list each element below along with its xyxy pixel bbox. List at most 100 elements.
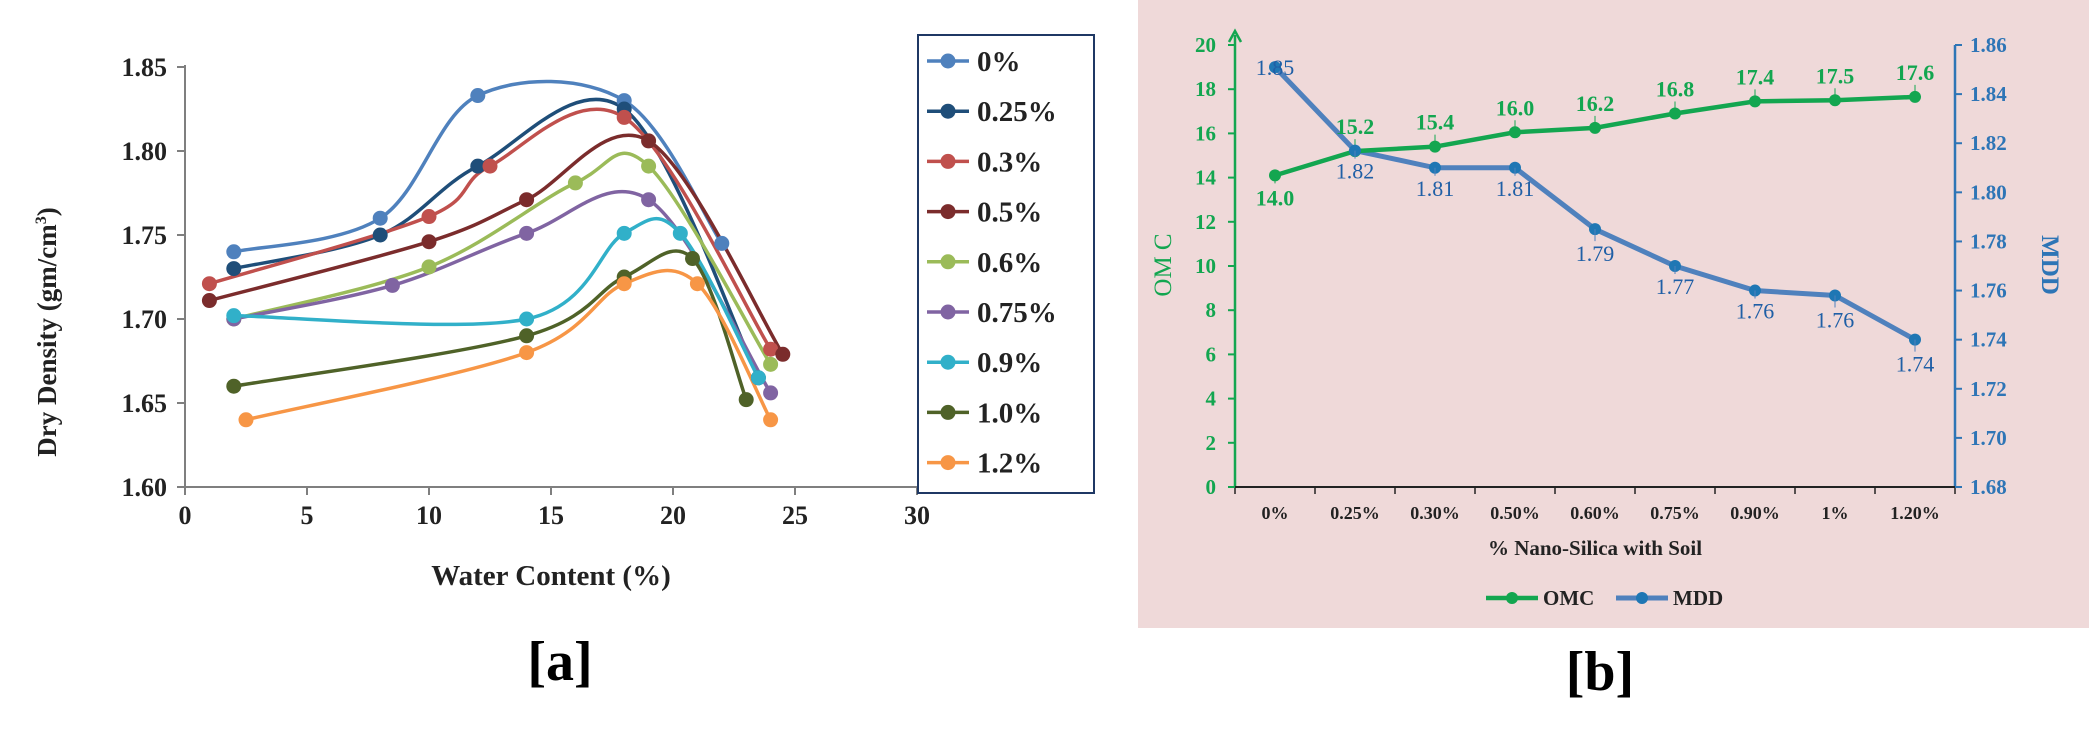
legend-label-a: 0.25% (977, 96, 1057, 128)
data-point-a (763, 412, 779, 428)
panel-b-background (1138, 0, 2089, 628)
data-point-a (372, 210, 388, 226)
x-tick-label-b: 1% (1822, 503, 1849, 523)
omc-data-label: 17.6 (1896, 60, 1935, 85)
legend-label-a: 0.6% (977, 247, 1042, 279)
data-point-a (238, 412, 254, 428)
x-tick-label-b: 0% (1262, 503, 1289, 523)
mdd-data-label: 1.76 (1736, 299, 1775, 324)
data-point-a (226, 378, 242, 394)
omc-data-label: 16.0 (1496, 95, 1535, 120)
data-point-a (672, 225, 688, 241)
legend-marker-a (940, 254, 956, 270)
left-tick-label-b: 16 (1195, 121, 1216, 145)
series-line-a (233, 216, 760, 379)
data-point-a (470, 158, 486, 174)
x-tick-label-b: 0.25% (1330, 503, 1380, 523)
data-point-a (567, 175, 583, 191)
data-point-a (685, 251, 701, 267)
data-point-a (372, 227, 388, 243)
data-point-a (714, 235, 730, 251)
left-tick-label-b: 20 (1195, 33, 1216, 57)
x-tick-label-a: 25 (782, 501, 808, 530)
right-tick-label-b: 1.86 (1970, 33, 2007, 57)
right-tick-label-b: 1.84 (1970, 82, 2007, 106)
data-point-a (482, 158, 498, 174)
mdd-data-label: 1.82 (1336, 159, 1375, 184)
mdd-data-label: 1.74 (1896, 352, 1935, 377)
data-point-a (201, 276, 217, 292)
x-tick-label-b: 1.20% (1890, 503, 1940, 523)
omc-data-label: 15.2 (1336, 114, 1375, 139)
data-point-a (616, 276, 632, 292)
left-tick-label-b: 4 (1206, 387, 1217, 411)
data-point-a (384, 277, 400, 293)
right-tick-label-b: 1.82 (1970, 131, 2007, 155)
legend-label-a: 1.0% (977, 397, 1042, 429)
legend-label-a: 0.5% (977, 197, 1042, 229)
x-tick-label-a: 0 (179, 501, 192, 530)
data-point-a (470, 88, 486, 104)
right-tick-label-b: 1.72 (1970, 377, 2007, 401)
mdd-marker (1269, 61, 1281, 74)
left-tick-label-b: 10 (1195, 254, 1216, 278)
left-tick-label-b: 2 (1206, 431, 1217, 455)
y-tick-label-a: 1.75 (122, 221, 168, 250)
right-tick-label-b: 1.78 (1970, 229, 2007, 253)
panel-a-chart: Dry Density (gm/cm3) Water Content (%) [… (32, 34, 1095, 693)
omc-data-label: 16.2 (1576, 91, 1615, 116)
data-point-a (775, 346, 791, 362)
data-point-a (750, 370, 766, 386)
right-tick-label-b: 1.68 (1970, 475, 2007, 499)
left-tick-label-b: 6 (1206, 342, 1217, 366)
legend-label-a: 1.2% (977, 448, 1042, 480)
data-point-a (421, 259, 437, 275)
left-tick-label-b: 14 (1195, 166, 1217, 190)
y-tick-label-a: 1.70 (122, 305, 168, 334)
data-point-a (519, 345, 535, 361)
left-tick-label-b: 0 (1206, 475, 1217, 499)
mdd-data-label: 1.76 (1816, 307, 1855, 332)
data-point-a (689, 276, 705, 292)
legend-marker-a (940, 204, 956, 220)
legend-marker-a (940, 103, 956, 119)
data-point-a (641, 133, 657, 149)
x-tick-label-a: 5 (301, 501, 314, 530)
legend-omc-marker (1506, 592, 1518, 604)
y-axis-title-right-b: MDD (2036, 235, 2063, 295)
caption-a: [a] (527, 631, 592, 693)
legend-mdd-label: MDD (1673, 586, 1723, 610)
legend-label-a: 0.75% (977, 297, 1057, 329)
data-point-a (519, 311, 535, 327)
omc-data-label: 14.0 (1256, 185, 1295, 210)
data-point-a (763, 356, 779, 372)
left-tick-label-b: 12 (1195, 210, 1216, 234)
legend-marker-a (940, 354, 956, 370)
legend-mdd-marker (1636, 592, 1648, 604)
data-point-a (421, 234, 437, 250)
mdd-data-label: 1.81 (1496, 176, 1535, 201)
right-tick-label-b: 1.80 (1970, 180, 2007, 204)
series-line-a (208, 133, 785, 356)
right-tick-label-b: 1.74 (1970, 328, 2007, 352)
series-line-a (245, 268, 773, 422)
panel-b-chart: OM C MDD % Nano-Silica with Soil [b] 0 2 4… (1138, 0, 2089, 703)
data-point-a (763, 385, 779, 401)
x-tick-label-a: 30 (904, 501, 930, 530)
caption-b: [b] (1566, 641, 1634, 703)
x-tick-label-b: 0.60% (1570, 503, 1620, 523)
omc-data-label: 15.4 (1416, 110, 1455, 135)
data-point-a (763, 341, 779, 357)
x-tick-label-a: 20 (660, 501, 686, 530)
x-axis-title-a: Water Content (%) (431, 560, 670, 592)
x-tick-label-b: 0.30% (1410, 503, 1460, 523)
y-tick-label-a: 1.65 (122, 389, 168, 418)
y-tick-label-a: 1.80 (122, 137, 168, 166)
data-point-a (519, 225, 535, 241)
data-point-a (641, 158, 657, 174)
x-tick-label-b: 0.50% (1490, 503, 1540, 523)
y-tick-label-a: 1.85 (122, 53, 168, 82)
legend-omc-label: OMC (1543, 586, 1594, 610)
y-axis-title-a: Dry Density (gm/cm3) (32, 207, 62, 456)
